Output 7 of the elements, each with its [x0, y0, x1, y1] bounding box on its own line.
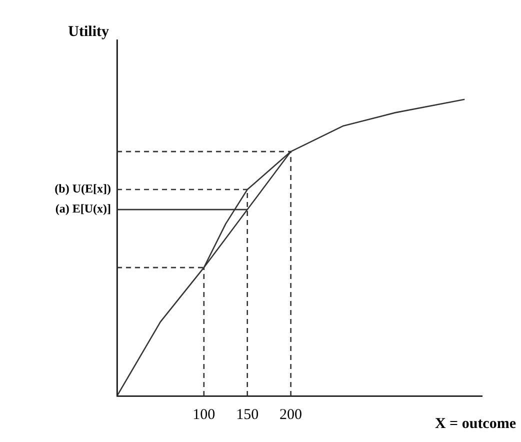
- y-axis-title: Utility: [68, 24, 110, 40]
- annotation: (b) U(E[x]): [54, 182, 111, 196]
- x-tick-label: 200: [280, 406, 302, 423]
- x-tick-label: 150: [236, 406, 259, 423]
- x-axis-title: X = outcome: [434, 416, 516, 432]
- x-tick-label: 100: [192, 406, 216, 423]
- annotation: (a) E[U(x)]: [55, 202, 111, 216]
